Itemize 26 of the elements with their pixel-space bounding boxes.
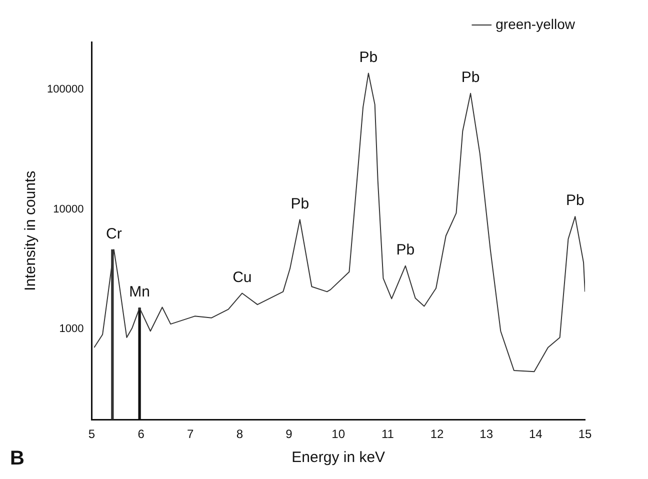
annotation: Pb [290,195,310,212]
x-tick-label: 14 [528,427,543,442]
annotation: Cr [106,225,122,242]
annotation: Pb [461,69,480,86]
text: B [10,448,24,470]
x-tick-label: 11 [381,427,394,442]
annotation: Cu [232,268,252,286]
y-tick-label: 100000 [46,84,84,96]
x-tick-label: 15 [578,427,592,442]
x-axis-title: Energy in keV [292,449,386,466]
annotation: Pb [396,241,415,258]
annotation: Pb [359,48,378,66]
x-tick-label: 10 [332,427,346,442]
y-tick-label: 1000 [59,323,84,336]
x-tick-label: 12 [430,427,444,442]
legend-label: green-yellow [496,16,576,32]
y-axis-title: Intensity in counts [22,170,40,291]
x-tick-label: 7 [187,427,194,442]
x-tick-label: 9 [286,427,293,442]
annotation: Pb [566,192,584,210]
x-tick-label: 5 [88,427,96,442]
annotation: Mn [129,284,150,301]
x-tick-label: 13 [480,427,494,442]
x-tick-label: 6 [138,427,145,442]
y-tick-label: 10000 [53,203,84,216]
x-tick-label: 8 [236,427,244,442]
